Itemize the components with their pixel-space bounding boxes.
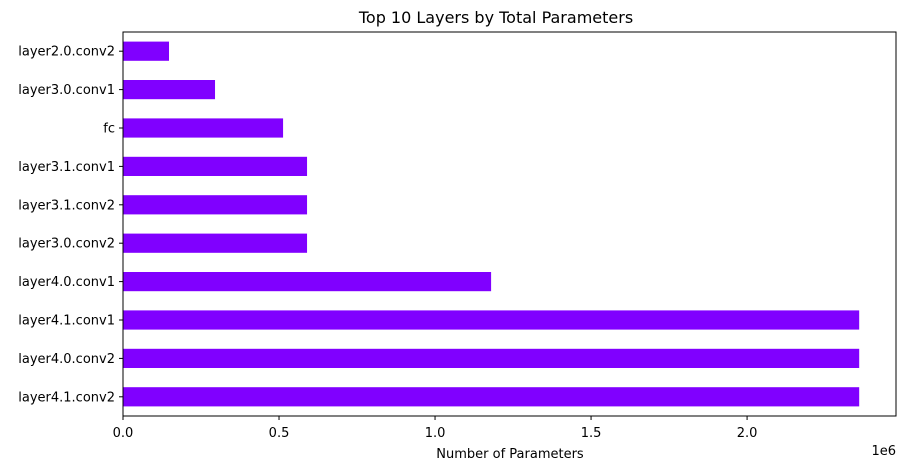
chart-title: Top 10 Layers by Total Parameters xyxy=(358,8,633,27)
bar-layer3.0.conv2 xyxy=(123,233,308,253)
x-tick-label: 0.5 xyxy=(269,426,290,441)
y-tick-label: layer4.0.conv1 xyxy=(18,275,115,290)
x-tick-label: 1.0 xyxy=(425,426,446,441)
plot-frame xyxy=(122,31,897,417)
y-tick-label: layer3.0.conv2 xyxy=(18,237,115,252)
bar-fc xyxy=(123,118,284,138)
bar-layer3.0.conv1 xyxy=(123,80,216,100)
y-tick-label: layer4.1.conv2 xyxy=(18,390,115,405)
y-tick-label: layer4.1.conv1 xyxy=(18,314,115,329)
x-tick-label: 2.0 xyxy=(737,426,758,441)
bar-layer4.0.conv2 xyxy=(123,348,860,368)
x-axis-label: Number of Parameters xyxy=(436,447,584,462)
bar-layer3.1.conv2 xyxy=(123,195,308,215)
bars-group xyxy=(123,41,860,407)
bar-layer3.1.conv1 xyxy=(123,156,308,176)
axes-group: layer2.0.conv2 layer3.0.conv1 fc layer3.1.c… xyxy=(18,31,897,441)
y-tick-label: layer3.0.conv1 xyxy=(18,83,115,98)
y-tick-label: layer4.0.conv2 xyxy=(18,352,115,367)
bar-layer4.1.conv1 xyxy=(123,310,860,330)
bar-layer4.1.conv2 xyxy=(123,387,860,407)
y-tick-label: layer3.1.conv2 xyxy=(18,198,115,213)
y-tick-label: layer3.1.conv1 xyxy=(18,160,115,175)
y-tick-label: fc xyxy=(103,122,115,137)
y-tick-label: layer2.0.conv2 xyxy=(18,45,115,60)
x-tick-label: 1.5 xyxy=(581,426,602,441)
x-tick-label: 0.0 xyxy=(113,426,134,441)
bar-layer4.0.conv1 xyxy=(123,272,492,292)
bar-layer2.0.conv2 xyxy=(123,41,170,61)
x-axis-scale-label: 1e6 xyxy=(871,444,896,459)
